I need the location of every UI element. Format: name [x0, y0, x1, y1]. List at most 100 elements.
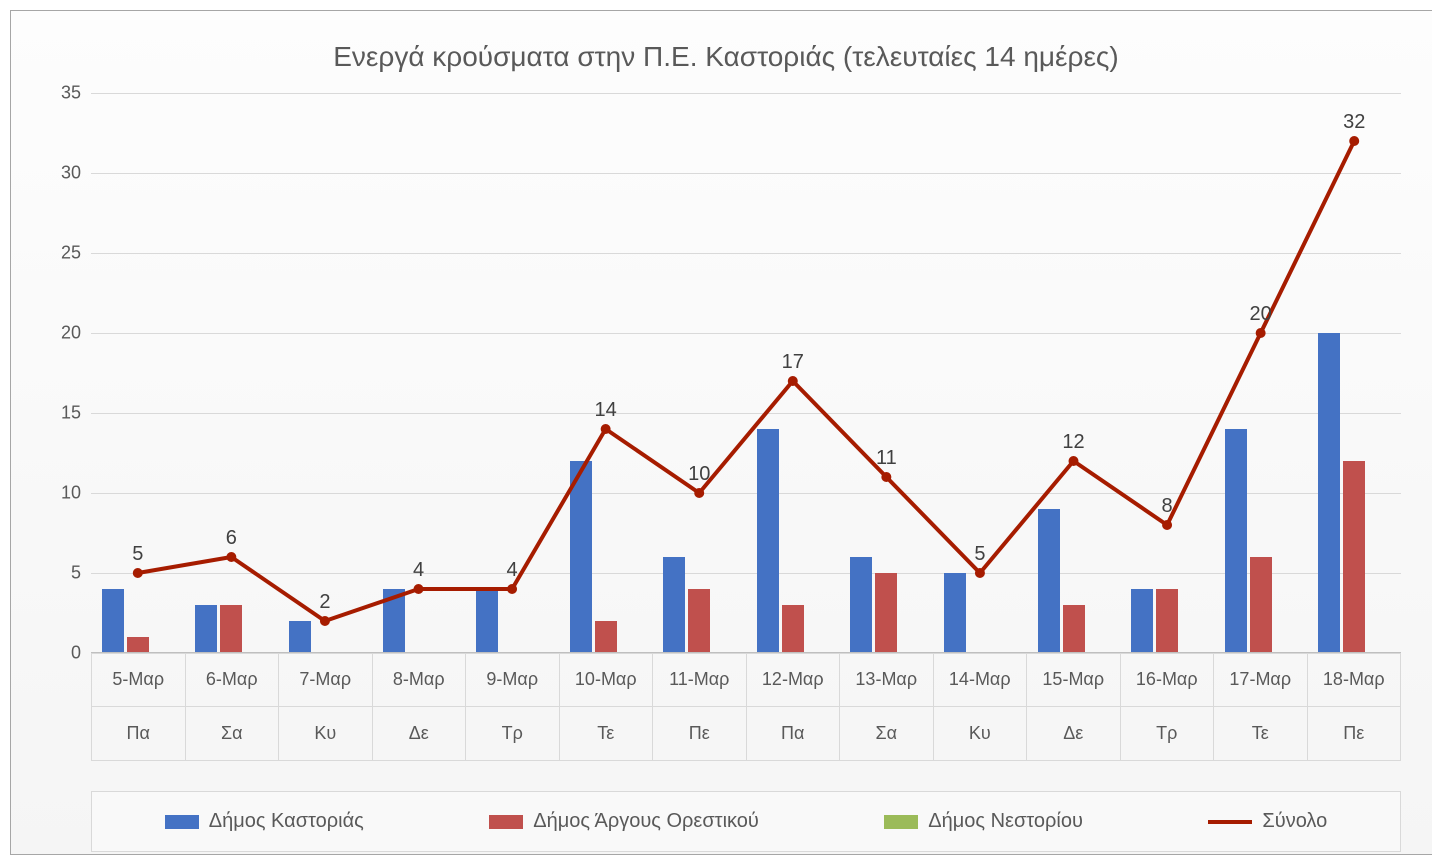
y-tick-label: 5 [41, 563, 81, 584]
x-day-label: Πε [652, 707, 746, 760]
bar [1063, 605, 1085, 653]
y-tick-label: 20 [41, 323, 81, 344]
category-column [1027, 93, 1121, 653]
bar [1250, 557, 1272, 653]
x-date-label: 13-Μαρ [839, 653, 933, 706]
line-data-label: 10 [688, 463, 710, 486]
bar [850, 557, 872, 653]
legend-label: Σύνολο [1262, 810, 1327, 833]
x-date-label: 6-Μαρ [185, 653, 279, 706]
x-day-label: Πε [1307, 707, 1402, 760]
bar [663, 557, 685, 653]
bar [1156, 589, 1178, 653]
bar [595, 621, 617, 653]
line-data-label: 17 [782, 351, 804, 374]
bar [1318, 333, 1340, 653]
y-tick-label: 30 [41, 163, 81, 184]
legend-line-swatch [1208, 820, 1252, 824]
x-date-label: 14-Μαρ [933, 653, 1027, 706]
line-data-label: 20 [1250, 303, 1272, 326]
x-day-label: Σα [839, 707, 933, 760]
bar [944, 573, 966, 653]
y-tick-label: 35 [41, 83, 81, 104]
line-data-label: 14 [595, 399, 617, 422]
x-day-label: Δε [372, 707, 466, 760]
category-column [559, 93, 653, 653]
legend-item: Σύνολο [1208, 810, 1327, 833]
bar [220, 605, 242, 653]
category-column [278, 93, 372, 653]
x-axis-days: ΠαΣαΚυΔεΤρΤεΠεΠαΣαΚυΔεΤρΤεΠε [91, 707, 1401, 761]
category-column [1120, 93, 1214, 653]
x-day-label: Σα [185, 707, 279, 760]
x-day-label: Τε [559, 707, 653, 760]
line-data-label: 12 [1062, 431, 1084, 454]
x-day-label: Τρ [1120, 707, 1214, 760]
legend-item: Δήμος Νεστορίου [884, 810, 1083, 833]
category-column [91, 93, 185, 653]
x-date-label: 18-Μαρ [1307, 653, 1402, 706]
bar [1038, 509, 1060, 653]
plot-region: 05101520253035 562441410171151282032 [91, 93, 1401, 653]
x-date-label: 8-Μαρ [372, 653, 466, 706]
y-tick-label: 10 [41, 483, 81, 504]
line-data-label: 2 [319, 591, 330, 614]
x-day-label: Πα [91, 707, 185, 760]
legend-bar-swatch [489, 815, 523, 829]
x-baseline [91, 652, 1401, 653]
x-date-label: 12-Μαρ [746, 653, 840, 706]
category-column [185, 93, 279, 653]
line-data-label: 4 [413, 559, 424, 582]
category-column [840, 93, 934, 653]
y-tick-label: 25 [41, 243, 81, 264]
bar [476, 589, 498, 653]
category-column [1308, 93, 1402, 653]
category-column [1214, 93, 1308, 653]
bar [102, 589, 124, 653]
line-data-label: 5 [132, 543, 143, 566]
bar [383, 589, 405, 653]
x-axis-dates: 5-Μαρ6-Μαρ7-Μαρ8-Μαρ9-Μαρ10-Μαρ11-Μαρ12-… [91, 653, 1401, 707]
legend-label: Δήμος Άργους Ορεστικού [533, 810, 759, 833]
x-date-label: 5-Μαρ [91, 653, 185, 706]
bar [570, 461, 592, 653]
line-data-label: 4 [507, 559, 518, 582]
x-date-label: 16-Μαρ [1120, 653, 1214, 706]
line-data-label: 8 [1162, 495, 1173, 518]
legend: Δήμος Καστοριάς Δήμος Άργους Ορεστικού Δήμ… [91, 791, 1401, 852]
line-data-label: 6 [226, 527, 237, 550]
bar [782, 605, 804, 653]
y-tick-label: 0 [41, 643, 81, 664]
bar [1131, 589, 1153, 653]
x-date-label: 17-Μαρ [1213, 653, 1307, 706]
x-date-label: 7-Μαρ [278, 653, 372, 706]
bar [195, 605, 217, 653]
bar [127, 637, 149, 653]
bar-columns [91, 93, 1401, 653]
bar [688, 589, 710, 653]
x-day-label: Πα [746, 707, 840, 760]
x-date-label: 10-Μαρ [559, 653, 653, 706]
line-data-label: 5 [974, 543, 985, 566]
bar [1225, 429, 1247, 653]
category-column [652, 93, 746, 653]
legend-bar-swatch [884, 815, 918, 829]
x-day-label: Δε [1026, 707, 1120, 760]
line-data-label: 11 [876, 447, 897, 470]
legend-bar-swatch [165, 815, 199, 829]
legend-label: Δήμος Νεστορίου [928, 810, 1083, 833]
gridline [91, 653, 1401, 654]
legend-item: Δήμος Καστοριάς [165, 810, 364, 833]
bar [757, 429, 779, 653]
line-data-label: 32 [1343, 111, 1365, 134]
legend-label: Δήμος Καστοριάς [209, 810, 364, 833]
bar [875, 573, 897, 653]
legend-item: Δήμος Άργους Ορεστικού [489, 810, 759, 833]
x-day-label: Τε [1213, 707, 1307, 760]
x-date-label: 9-Μαρ [465, 653, 559, 706]
y-axis: 05101520253035 [41, 93, 86, 653]
bar [289, 621, 311, 653]
x-day-label: Τρ [465, 707, 559, 760]
y-tick-label: 15 [41, 403, 81, 424]
x-date-label: 11-Μαρ [652, 653, 746, 706]
